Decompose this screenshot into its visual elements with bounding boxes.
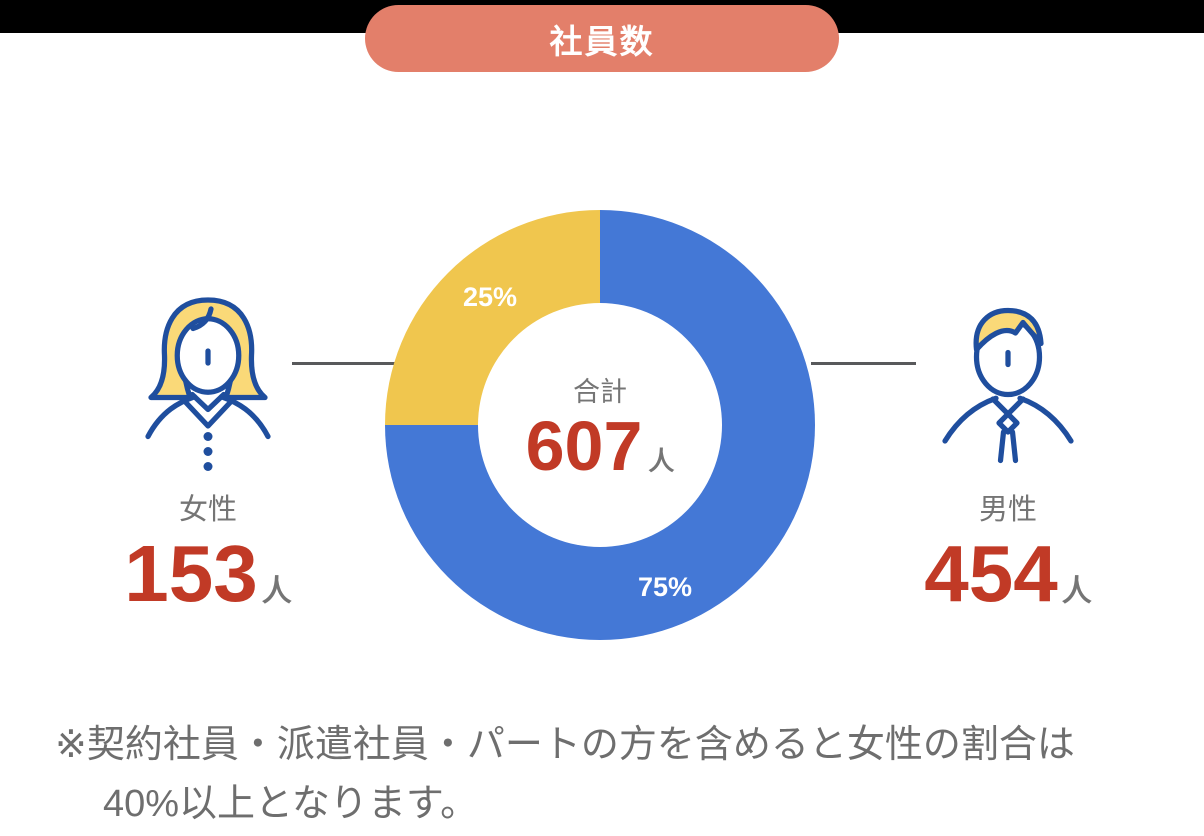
male-percent-label: 75% <box>638 572 693 602</box>
total-value: 607 <box>525 406 643 485</box>
female-person-icon <box>145 297 271 471</box>
right-connector-line <box>811 362 916 365</box>
total-unit: 人 <box>648 445 675 476</box>
female-label: 女性 <box>178 494 237 526</box>
title-pill: 社員数 <box>365 5 839 72</box>
male-person-icon <box>942 307 1074 464</box>
female-count-value: 153 <box>124 529 258 618</box>
male-label: 男性 <box>978 494 1037 526</box>
employee-donut-chart: 25% 75% 合計 607 人 <box>385 210 815 640</box>
total-label: 合計 <box>573 376 627 407</box>
female-count-unit: 人 <box>261 575 292 608</box>
male-count-value: 454 <box>924 529 1058 618</box>
female-percent-label: 25% <box>463 282 518 312</box>
female-stat-group: 女性 153 人 <box>78 278 338 614</box>
female-count: 153 人 <box>78 534 338 614</box>
footnote-line1: ※契約社員・派遣社員・パートの方を含めると女性の割合は <box>55 724 1075 766</box>
page-title: 社員数 <box>549 22 655 60</box>
infographic-card: 女性 153 人 25% 75% 合計 607 人 男 <box>0 33 1204 836</box>
male-stat-group: 男性 454 人 <box>878 278 1138 614</box>
footnote: ※契約社員・派遣社員・パートの方を含めると女性の割合は 40%以上となります。 <box>55 716 1075 834</box>
left-connector-line <box>292 362 397 365</box>
footnote-line2: 40%以上となります。 <box>103 782 479 825</box>
male-count: 454 人 <box>878 534 1138 614</box>
donut-center: 合計 607 人 <box>478 303 722 547</box>
male-count-unit: 人 <box>1061 575 1092 608</box>
